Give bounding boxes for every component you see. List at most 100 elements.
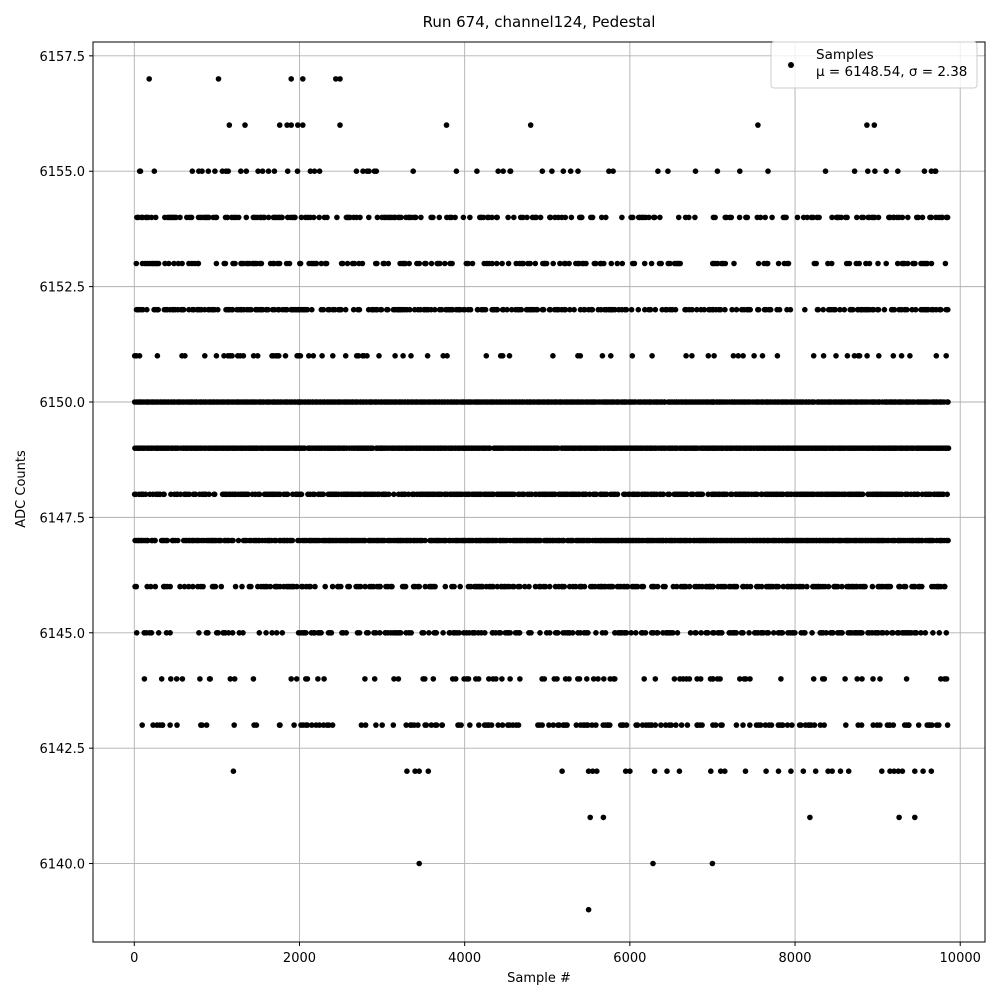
data-point [416, 260, 423, 267]
data-point [740, 722, 746, 728]
data-point [182, 353, 188, 359]
data-point [403, 722, 410, 728]
data-point [697, 676, 704, 682]
data-point [495, 722, 502, 728]
data-point [203, 722, 210, 728]
data-point [213, 353, 220, 359]
data-point [733, 722, 740, 728]
data-point [504, 306, 510, 313]
data-point [710, 676, 716, 682]
data-point [723, 491, 730, 498]
data-point [315, 676, 321, 682]
data-point [389, 583, 395, 590]
data-point [215, 306, 221, 313]
data-point [635, 306, 642, 313]
data-point [608, 260, 615, 267]
data-point [717, 768, 724, 774]
data-point [942, 260, 949, 267]
data-point [646, 214, 652, 221]
data-point [265, 168, 272, 174]
data-point [747, 306, 753, 313]
data-point [692, 214, 698, 221]
data-point [735, 353, 741, 359]
data-point [486, 676, 492, 682]
data-point [687, 630, 694, 636]
data-point [161, 491, 167, 498]
data-point [206, 214, 212, 221]
data-point [612, 676, 618, 682]
data-point [876, 353, 882, 359]
data-point [238, 168, 244, 174]
data-point [722, 768, 728, 774]
data-point [256, 491, 263, 498]
data-point [717, 306, 724, 313]
data-point [854, 214, 860, 221]
data-point [495, 168, 502, 174]
data-point [930, 630, 936, 636]
data-point [339, 260, 346, 267]
data-point [550, 353, 556, 359]
data-point [850, 306, 856, 313]
data-point [581, 306, 588, 313]
data-point [312, 583, 318, 590]
data-point [267, 583, 274, 590]
data-point [919, 214, 926, 221]
data-point [173, 676, 180, 682]
data-point [273, 630, 280, 636]
data-point [494, 260, 500, 267]
data-point [410, 168, 417, 174]
data-point [839, 583, 845, 590]
data-point [200, 583, 206, 590]
data-point [590, 676, 597, 682]
data-point [804, 583, 810, 590]
data-point [623, 630, 630, 636]
data-point [456, 630, 463, 636]
data-point [343, 630, 350, 636]
data-point [311, 491, 318, 498]
data-point [839, 630, 845, 636]
data-point [469, 260, 476, 267]
data-point [740, 353, 746, 359]
data-point [722, 583, 728, 590]
data-point [292, 214, 298, 221]
data-point [609, 583, 616, 590]
data-point [600, 814, 607, 821]
data-point [152, 537, 158, 544]
data-point [256, 630, 263, 636]
data-point [479, 583, 486, 590]
data-point [139, 722, 145, 728]
data-point [242, 122, 248, 128]
data-point [829, 768, 835, 774]
data-point [199, 722, 205, 728]
data-point [253, 722, 260, 728]
data-point [330, 353, 336, 359]
data-point [225, 168, 231, 174]
data-point [859, 676, 865, 682]
data-point [373, 168, 380, 174]
data-point [905, 214, 911, 221]
data-point [838, 214, 844, 221]
data-point [555, 630, 561, 636]
data-point [206, 491, 212, 498]
data-point [390, 722, 397, 728]
data-point [896, 814, 902, 821]
data-point [737, 676, 743, 682]
data-point [674, 630, 681, 636]
y-axis-label: ADC Counts [14, 450, 29, 528]
data-point [320, 306, 327, 313]
data-point [686, 676, 693, 682]
data-point [899, 214, 906, 221]
data-point [607, 722, 613, 728]
data-point [599, 353, 606, 359]
data-point [673, 583, 680, 590]
data-point [416, 860, 423, 867]
data-point [517, 583, 523, 590]
data-point [802, 306, 808, 313]
data-point [515, 722, 522, 728]
data-point [812, 768, 819, 774]
data-point [425, 768, 432, 774]
data-point [856, 260, 862, 267]
data-point [945, 306, 951, 313]
data-point [379, 722, 386, 728]
data-point [465, 676, 472, 682]
